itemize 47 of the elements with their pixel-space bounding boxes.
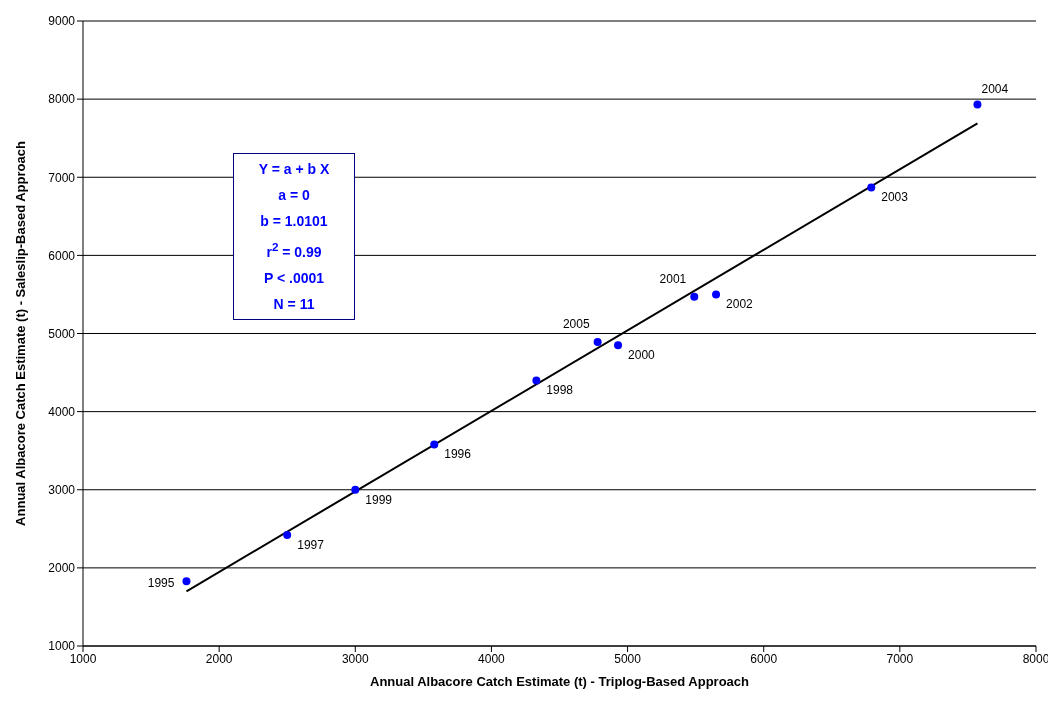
x-tick-label: 8000	[1022, 651, 1050, 666]
y-tick-label: 4000	[48, 404, 76, 419]
annotation: 2003	[881, 190, 909, 205]
y-tick-label: 2000	[48, 561, 76, 576]
y-axis-title: Annual Albacore Catch Estimate (t) - Saleslip-Based Approach	[12, 141, 28, 526]
x-tick-label: 7000	[886, 651, 914, 666]
x-tick-label: 5000	[614, 651, 642, 666]
point	[283, 531, 292, 540]
point	[973, 100, 982, 109]
y-tick-label: 6000	[48, 248, 76, 263]
annotation: Y = a + b X	[257, 160, 331, 179]
point	[867, 183, 876, 192]
annotation: 2004	[981, 81, 1009, 96]
annotation: 1998	[546, 383, 574, 398]
y-tick-label: 1000	[48, 639, 76, 654]
annotation: 2005	[562, 317, 590, 332]
point	[532, 376, 541, 385]
annotation: b = 1.0101	[259, 212, 329, 231]
y-tick-label: 9000	[48, 14, 76, 29]
x-axis-title: Annual Albacore Catch Estimate (t) - Triplog-Based Approach	[370, 674, 750, 689]
annotation: r$^{2}$ = 0.99	[265, 239, 323, 262]
annotation: a = 0	[277, 186, 311, 205]
annotation: 1995	[147, 576, 175, 591]
x-tick-label: 6000	[750, 651, 778, 666]
annotation: 2002	[726, 297, 754, 312]
annotation: 1999	[365, 492, 393, 507]
point	[712, 290, 721, 299]
x-tick-label: 3000	[341, 651, 369, 666]
y-tick-label: 3000	[48, 483, 76, 498]
point	[593, 338, 602, 347]
point	[614, 341, 623, 350]
point	[430, 440, 439, 449]
annotation: 1996	[444, 447, 472, 462]
annotation: P < .0001	[262, 268, 326, 288]
annotation: N = 11	[272, 294, 316, 314]
point	[690, 292, 699, 301]
y-tick-label: 8000	[48, 92, 76, 107]
point	[351, 485, 360, 494]
annotation: 1997	[297, 538, 325, 553]
x-tick-label: 2000	[205, 651, 233, 666]
point	[182, 577, 191, 586]
x-tick-label: 4000	[478, 651, 506, 666]
annotation: 2000	[628, 348, 656, 363]
annotation: 2001	[659, 271, 687, 286]
x-tick-label: 1000	[69, 651, 97, 666]
y-tick-label: 5000	[48, 326, 76, 341]
y-tick-label: 7000	[48, 170, 76, 185]
